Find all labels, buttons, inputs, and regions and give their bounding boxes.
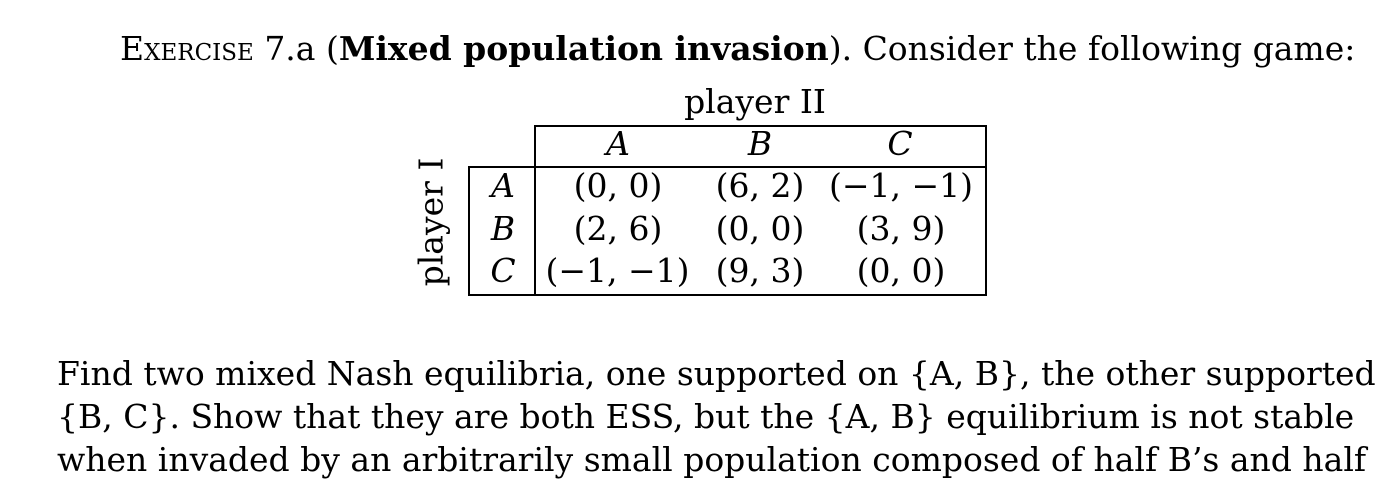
payoff-cell: (2, 6) <box>573 209 663 248</box>
exercise-label: Exercise <box>120 29 254 68</box>
exercise-number: 7.a <box>264 29 316 68</box>
exercise-title: Mixed population invasion <box>338 29 829 68</box>
matrix-top-border <box>534 125 987 127</box>
row-header-c: C <box>490 251 516 290</box>
row-header-a: A <box>491 166 515 205</box>
payoff-cell: (9, 3) <box>715 251 805 290</box>
payoff-cell: (−1, −1) <box>545 251 690 290</box>
question-text: Find two mixed Nash equilibria, one supp… <box>57 352 1376 481</box>
matrix-bottom-border <box>468 294 987 296</box>
payoff-cell: (0, 0) <box>573 166 663 205</box>
payoff-cell: (6, 2) <box>715 166 805 205</box>
exercise-heading: Exercise 7.a (Mixed population invasion)… <box>120 29 1356 68</box>
payoff-cell: (3, 9) <box>856 209 946 248</box>
column-header-c: C <box>887 124 913 163</box>
exercise-intro: Consider the following game: <box>862 29 1356 68</box>
matrix-row-label-divider <box>534 125 536 296</box>
row-player-label: player I <box>411 157 451 287</box>
column-player-label: player II <box>684 82 826 121</box>
question-line: {B, C}. Show that they are both ESS, but… <box>57 397 1355 436</box>
matrix-right-border <box>985 125 987 296</box>
question-line: Find two mixed Nash equilibria, one supp… <box>57 354 1376 393</box>
question-line: when invaded by an arbitrarily small pop… <box>57 440 1376 479</box>
payoff-cell: (−1, −1) <box>828 166 974 205</box>
row-header-b: B <box>490 209 516 248</box>
matrix-header-border <box>468 166 987 168</box>
matrix-left-border <box>468 166 470 296</box>
column-header-a: A <box>606 124 630 163</box>
payoff-cell: (0, 0) <box>715 209 805 248</box>
column-header-b: B <box>747 124 773 163</box>
payoff-cell: (0, 0) <box>856 251 946 290</box>
